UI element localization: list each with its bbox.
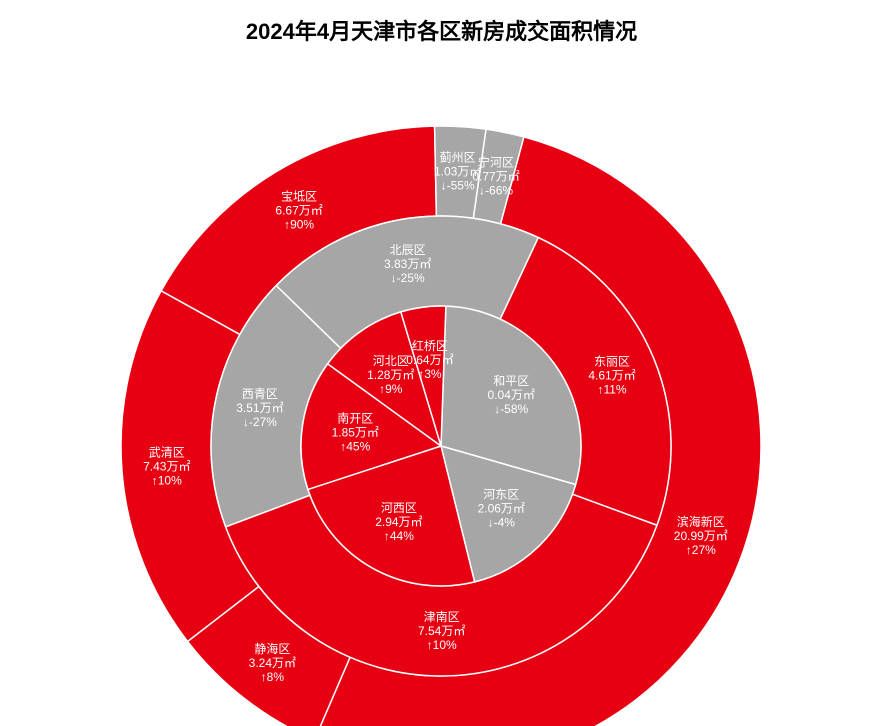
chart-title: 2024年4月天津市各区新房成交面积情况 bbox=[0, 0, 883, 46]
slice-label: 宁河区0.77万㎡↓-66% bbox=[472, 155, 519, 198]
slice-label: 西青区3.51万㎡↓-27% bbox=[236, 387, 283, 429]
slice-label: 北辰区3.83万㎡↓-25% bbox=[384, 243, 431, 285]
sunburst-chart: 天津中原研究院滨海新区20.99万㎡↑27%静海区3.24万㎡↑8%武清区7.4… bbox=[0, 46, 883, 726]
slice-label: 和平区0.04万㎡↓-58% bbox=[488, 374, 535, 416]
